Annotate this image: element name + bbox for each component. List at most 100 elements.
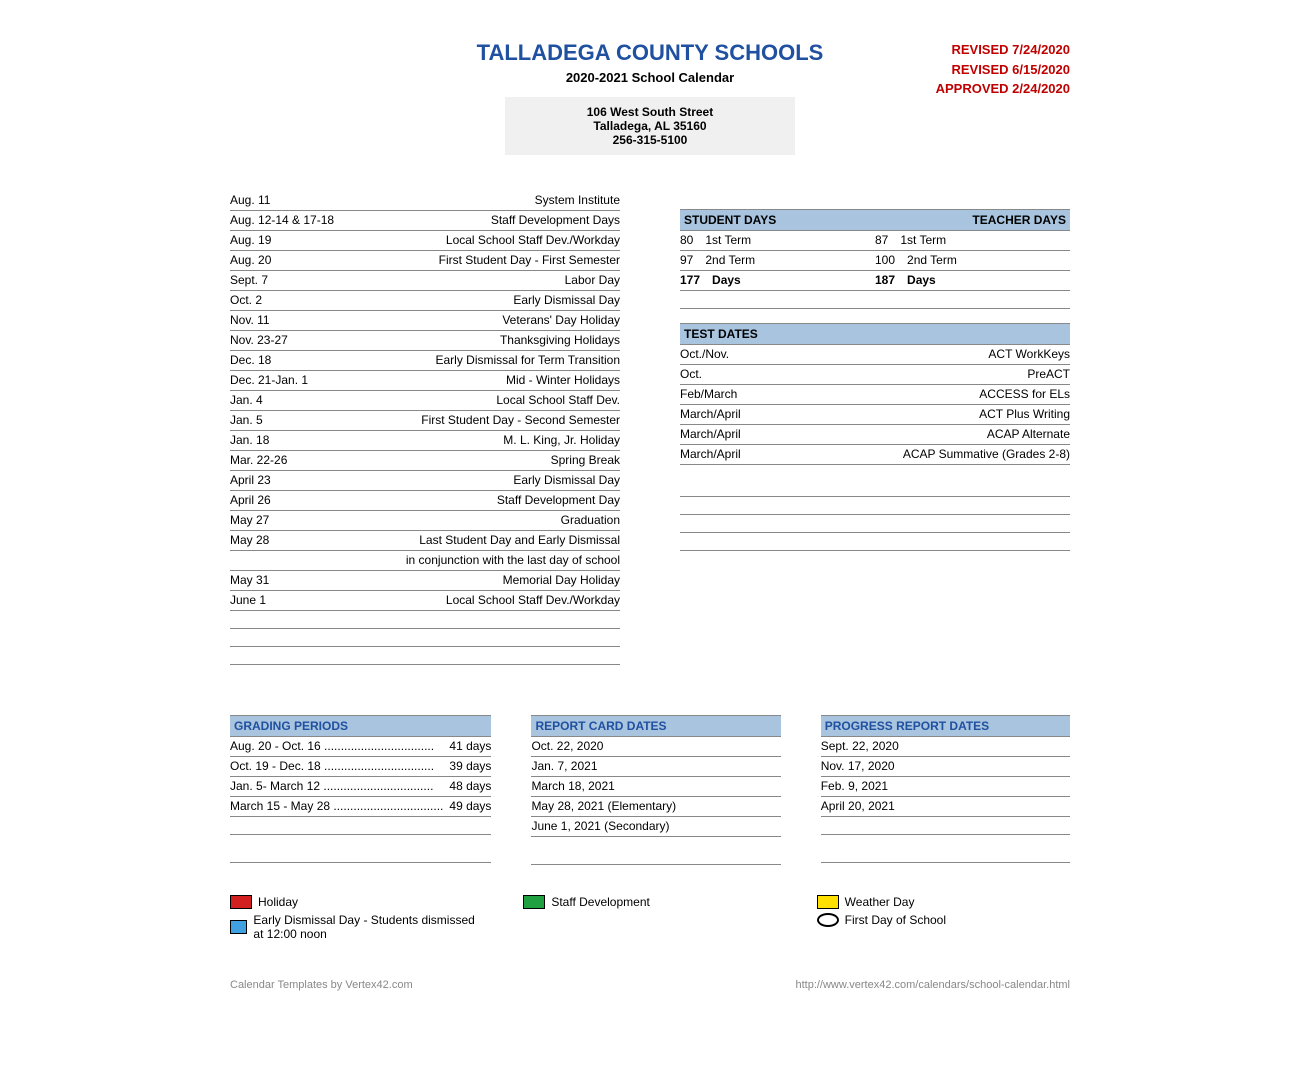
event-label: Memorial Day Holiday: [503, 573, 620, 587]
event-row: May 28Last Student Day and Early Dismiss…: [230, 531, 620, 551]
student-days-label: STUDENT DAYS: [684, 213, 776, 227]
grading-periods: GRADING PERIODS Aug. 20 - Oct. 16 ......…: [230, 715, 491, 865]
legend-weather: Weather Day: [817, 895, 1070, 909]
event-label: Local School Staff Dev.: [496, 393, 620, 407]
test-row: March/AprilACT Plus Writing: [680, 405, 1070, 425]
staff-swatch: [523, 895, 545, 909]
event-date: Oct. 2: [230, 293, 262, 307]
legend-staff-label: Staff Development: [551, 895, 650, 909]
event-date: Jan. 18: [230, 433, 269, 447]
report-row: March 18, 2021: [531, 777, 780, 797]
spacer-row: [680, 533, 1070, 551]
test-what: ACAP Alternate: [987, 427, 1070, 441]
progress-row: April 20, 2021: [821, 797, 1070, 817]
test-what: PreACT: [1027, 367, 1070, 381]
footer: Calendar Templates by Vertex42.com http:…: [230, 979, 1070, 991]
event-date: June 1: [230, 593, 266, 607]
event-date: Jan. 4: [230, 393, 263, 407]
grading-days: 39 days: [443, 759, 491, 773]
right-column: STUDENT DAYS TEACHER DAYS 801st Term871s…: [680, 191, 1070, 665]
tests-header-label: TEST DATES: [684, 327, 758, 341]
first-day-oval-icon: [817, 913, 839, 927]
grading-row: Aug. 20 - Oct. 16 ......................…: [230, 737, 491, 757]
event-label: M. L. King, Jr. Holiday: [503, 433, 620, 447]
grading-row: Oct. 19 - Dec. 18 ......................…: [230, 757, 491, 777]
event-date: Dec. 18: [230, 353, 271, 367]
student-num: 97: [680, 253, 693, 267]
event-row: Jan. 5 First Student Day - Second Semeste…: [230, 411, 620, 431]
student-total-label: Days: [712, 273, 741, 287]
event-row: Dec. 21-Jan. 1Mid - Winter Holidays: [230, 371, 620, 391]
days-row: 801st Term871st Term: [680, 231, 1070, 251]
event-row: Nov. 23-27Thanksgiving Holidays: [230, 331, 620, 351]
event-label: Spring Break: [551, 453, 620, 467]
event-row: April 23 Early Dismissal Day: [230, 471, 620, 491]
test-when: Feb/March: [680, 387, 737, 401]
footer-left: Calendar Templates by Vertex42.com: [230, 979, 413, 991]
event-date: Jan. 5: [230, 413, 263, 427]
grading-range: Aug. 20 - Oct. 16 ......................…: [230, 739, 443, 753]
test-when: March/April: [680, 447, 741, 461]
spacer-row: [531, 847, 780, 865]
event-label: Mid - Winter Holidays: [506, 373, 620, 387]
early-swatch: [230, 920, 247, 934]
event-date: Aug. 12-14 & 17-18: [230, 213, 334, 227]
event-date: April 23: [230, 473, 271, 487]
spacer-row: [230, 845, 491, 863]
report-row: Oct. 22, 2020: [531, 737, 780, 757]
teacher-num: 87: [875, 233, 888, 247]
legend-weather-label: Weather Day: [845, 895, 915, 909]
progress-row: Sept. 22, 2020: [821, 737, 1070, 757]
test-row: March/AprilACAP Summative (Grades 2-8): [680, 445, 1070, 465]
report-header: REPORT CARD DATES: [531, 715, 780, 737]
event-date: Aug. 20: [230, 253, 271, 267]
event-label: Early Dismissal Day: [513, 293, 620, 307]
event-date: Sept. 7: [230, 273, 268, 287]
student-num: 80: [680, 233, 693, 247]
event-row: Sept. 7Labor Day: [230, 271, 620, 291]
event-row: Aug. 19Local School Staff Dev./Workday: [230, 231, 620, 251]
grading-row: Jan. 5- March 12 .......................…: [230, 777, 491, 797]
grading-days: 41 days: [443, 739, 491, 753]
event-label: Early Dismissal for Term Transition: [436, 353, 621, 367]
revision-line: REVISED 6/15/2020: [936, 60, 1070, 80]
event-row: Jan. 4 Local School Staff Dev.: [230, 391, 620, 411]
test-when: March/April: [680, 427, 741, 441]
test-row: Feb/MarchACCESS for ELs: [680, 385, 1070, 405]
event-row: Dec. 18 Early Dismissal for Term Transiti…: [230, 351, 620, 371]
legend-early-dismissal: Early Dismissal Day - Students dismissed…: [230, 913, 483, 941]
event-row: Nov. 11Veterans' Day Holiday: [230, 311, 620, 331]
grading-header: GRADING PERIODS: [230, 715, 491, 737]
event-date: May 27: [230, 513, 269, 527]
days-header: STUDENT DAYS TEACHER DAYS: [680, 209, 1070, 231]
event-note: in conjunction with the last day of scho…: [230, 551, 620, 571]
spacer-row: [821, 845, 1070, 863]
teacher-term: 1st Term: [900, 233, 946, 247]
event-date: Aug. 19: [230, 233, 271, 247]
test-when: Oct.: [680, 367, 702, 381]
teacher-total-label: Days: [907, 273, 936, 287]
event-row: May 31Memorial Day Holiday: [230, 571, 620, 591]
address-line: Talladega, AL 35160: [545, 119, 755, 133]
legend-holiday-label: Holiday: [258, 895, 298, 909]
days-row: 972nd Term1002nd Term: [680, 251, 1070, 271]
address-block: 106 West South Street Talladega, AL 3516…: [505, 97, 795, 155]
revision-line: APPROVED 2/24/2020: [936, 79, 1070, 99]
spacer-row: [230, 647, 620, 665]
legend: Holiday Early Dismissal Day - Students d…: [230, 895, 1070, 945]
teacher-num: 100: [875, 253, 895, 267]
event-label: Staff Development Day: [497, 493, 620, 507]
spacer-row: [680, 291, 1070, 309]
progress-row: Nov. 17, 2020: [821, 757, 1070, 777]
phone-line: 256-315-5100: [545, 133, 755, 147]
test-row: Oct. PreACT: [680, 365, 1070, 385]
legend-early-label: Early Dismissal Day - Students dismissed…: [253, 913, 483, 941]
event-label: System Institute: [535, 193, 620, 207]
grading-range: March 15 - May 28 ......................…: [230, 799, 443, 813]
event-row: June 1Local School Staff Dev./Workday: [230, 591, 620, 611]
event-row: Mar. 22-26Spring Break: [230, 451, 620, 471]
event-label: Early Dismissal Day: [513, 473, 620, 487]
event-date: Nov. 11: [230, 313, 270, 327]
event-label: First Student Day - Second Semester: [421, 413, 620, 427]
spacer-row: [821, 817, 1070, 835]
